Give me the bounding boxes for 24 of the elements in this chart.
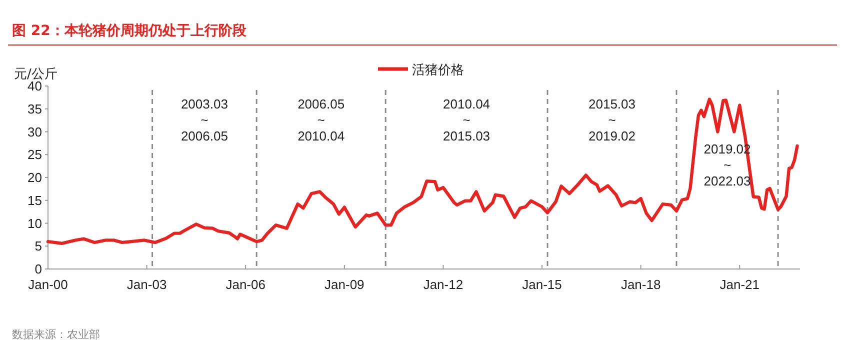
annotation: 2015.03 ~ 2019.02 <box>588 96 636 144</box>
x-tick-label: Jan-15 <box>522 277 562 292</box>
annotation: 2010.04 ~ 2015.03 <box>443 96 490 144</box>
chart-title: 图 22：本轮猪价周期仍处于上行阶段 <box>12 23 248 39</box>
y-tick-label: 30 <box>28 124 42 140</box>
x-tick-label: Jan-00 <box>28 277 68 292</box>
x-tick-label: Jan-18 <box>620 277 661 292</box>
x-tick-label: Jan-12 <box>423 277 464 292</box>
annotation: 2003.03 ~ 2006.05 <box>180 96 228 144</box>
x-tick-label: Jan-03 <box>126 277 167 292</box>
line-series <box>46 98 799 245</box>
source-note: 数据来源：农业部 <box>12 328 100 341</box>
y-tick-label: 20 <box>28 170 42 185</box>
x-tick-label: Jan-21 <box>720 277 760 292</box>
x-tick-label: Jan-09 <box>324 277 364 292</box>
y-tick-label: 25 <box>28 147 42 162</box>
y-tick-label: 10 <box>28 216 42 231</box>
x-tick-label: Jan-06 <box>226 277 266 292</box>
y-tick-label: 5 <box>34 238 42 254</box>
y-tick-label: 35 <box>28 101 42 116</box>
annotation: 2006.05 ~ 2010.04 <box>298 96 345 144</box>
y-tick-label: 15 <box>28 192 42 208</box>
legend-label: 活猪价格 <box>412 63 464 78</box>
y-tick-label: 0 <box>34 262 42 276</box>
